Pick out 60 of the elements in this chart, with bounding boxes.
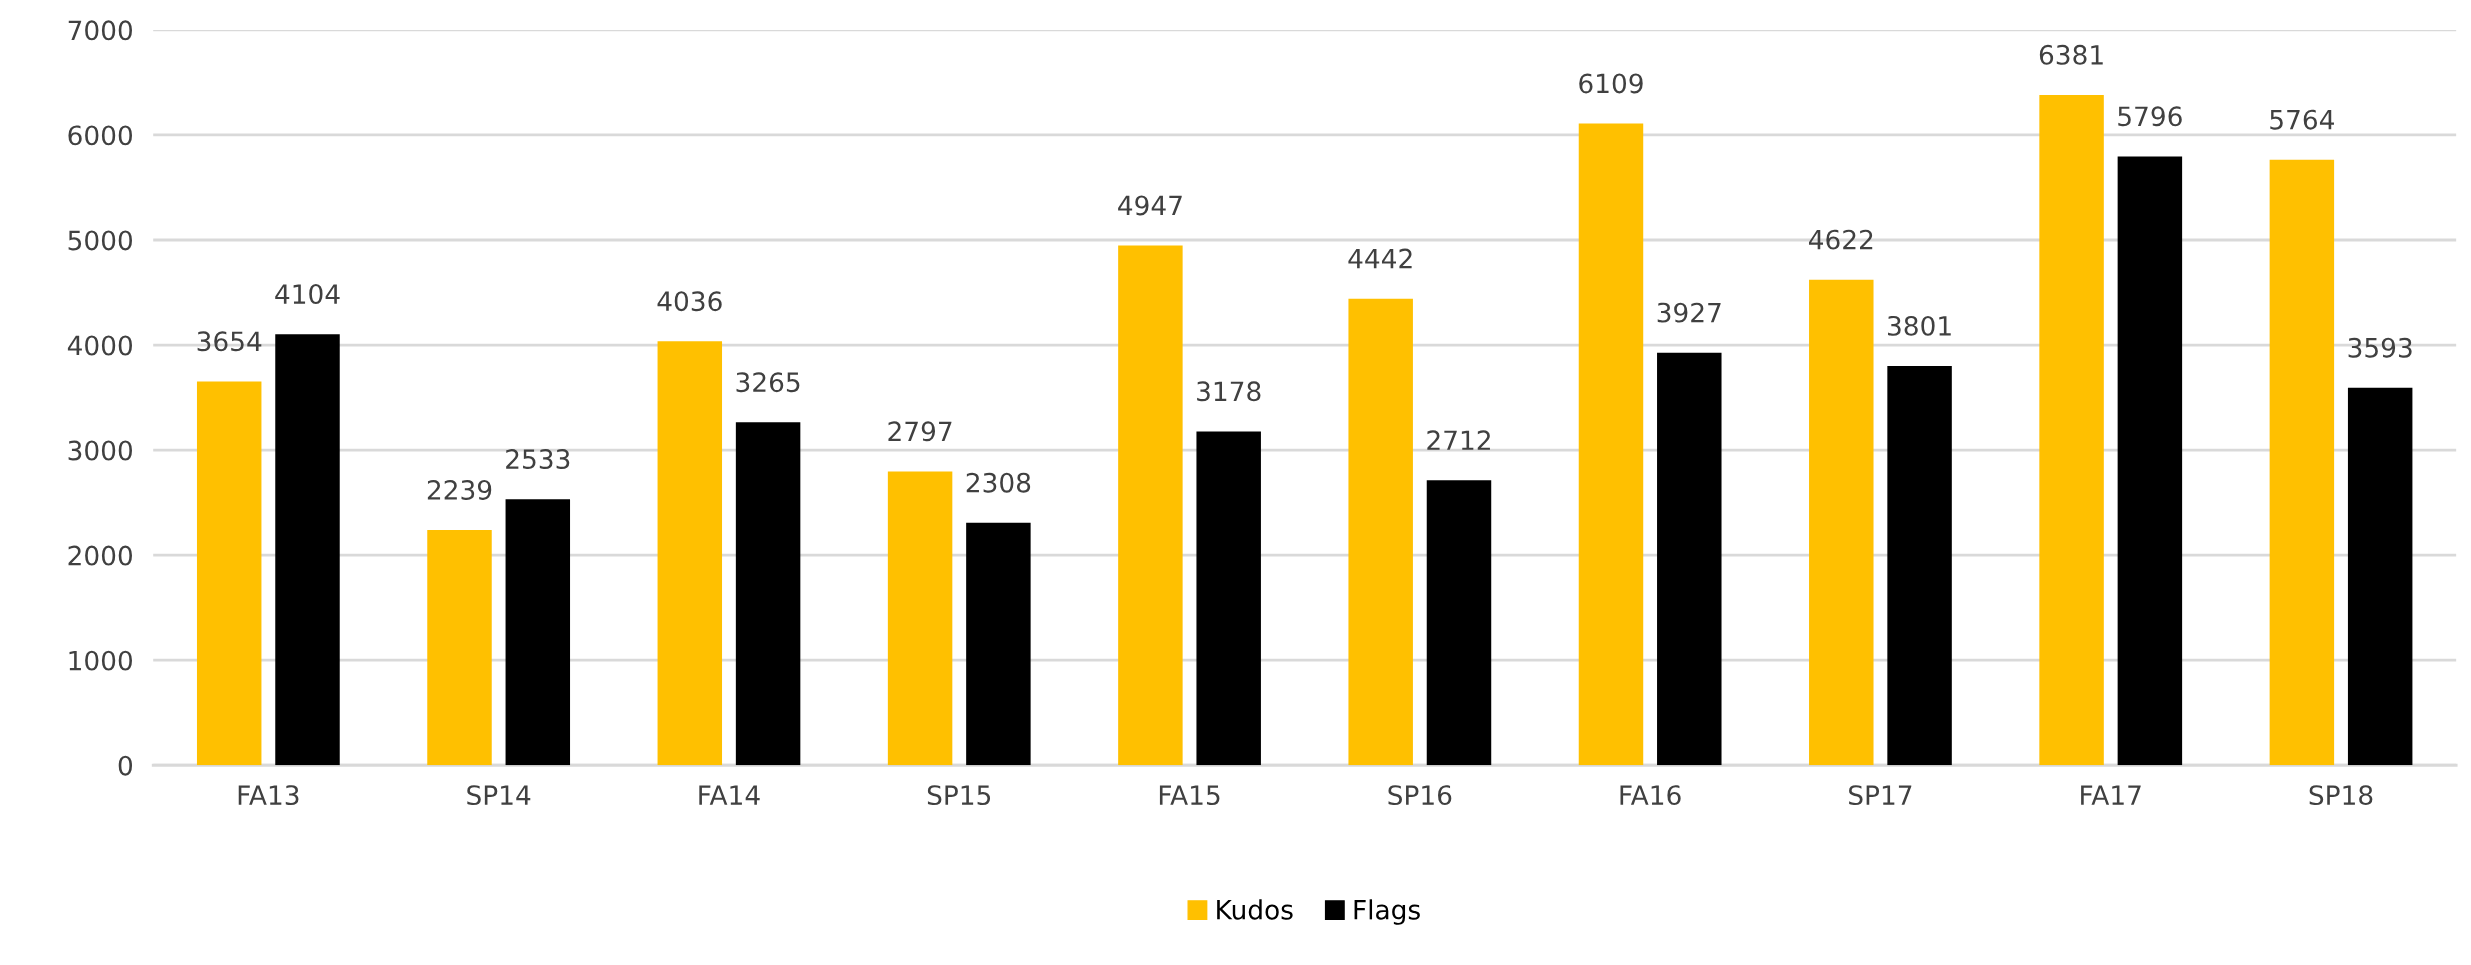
x-tick-label: FA17 [2081,785,2141,805]
bar [966,522,1031,766]
bar [2117,156,2183,766]
data-label: 3178 [1197,381,1261,402]
bar [1118,245,1183,766]
bar [196,381,262,766]
bar [2269,159,2335,766]
data-label: 5796 [2118,106,2182,127]
data-label: 2533 [506,449,570,470]
x-tick-label: FA16 [1620,785,1681,806]
bar [1196,431,1261,766]
data-label: 5764 [2270,109,2334,130]
data-label: 6109 [1579,73,1643,94]
x-tick-label: SP17 [1849,785,1912,806]
x-tick-label: SP15 [927,785,991,806]
y-tick-label: 0 [118,755,133,776]
bar [275,334,340,766]
y-tick-label: 5000 [68,230,132,251]
data-label: 3265 [736,372,800,393]
x-tick-label: FA13 [238,785,299,806]
data-label: 2797 [888,421,952,442]
data-label: 4036 [657,291,722,312]
bar [1887,365,1952,766]
y-tick-label: 7000 [68,20,132,41]
legend-label: Kudos [1217,899,1293,920]
x-tick-label: SP18 [2309,785,2373,806]
x-tick-label: SP14 [467,785,531,806]
y-tick-label: 2000 [68,545,132,566]
data-label: 4104 [275,284,340,305]
data-label: 4622 [1808,229,1873,250]
bar [1426,480,1492,766]
y-tick-label: 4000 [67,335,132,356]
data-label: 2308 [966,472,1031,493]
bar [887,471,953,766]
bar [505,499,571,766]
data-label: 2239 [427,479,492,500]
bar [2347,387,2413,766]
data-label: 3801 [1888,315,1951,336]
y-tick-label: 1000 [69,650,132,671]
data-label: 3654 [197,331,262,352]
data-label: 3927 [1657,302,1721,323]
data-label: 3593 [2348,337,2412,358]
legend-label: Flags [1354,899,1420,925]
bar [657,341,723,766]
bar [1809,279,1874,766]
data-label: 4947 [1118,195,1182,216]
y-tick-label: 3000 [68,440,132,461]
bar [1578,123,1644,766]
data-label: 2712 [1427,430,1490,450]
bar [1657,352,1722,766]
data-label: 6381 [2039,44,2103,65]
bar [1348,298,1413,766]
x-tick-label: FA14 [699,785,760,805]
data-label: 4442 [1348,248,1412,269]
bar [427,530,492,766]
x-tick-label: FA15 [1159,785,1220,806]
x-tick-label: SP16 [1388,785,1452,806]
bar [2039,94,2104,766]
bar [735,422,801,766]
y-tick-label: 6000 [68,125,132,146]
